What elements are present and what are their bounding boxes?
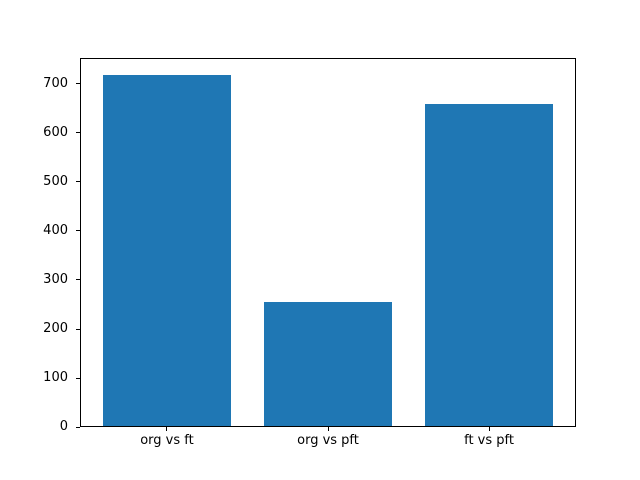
y-tick-label: 100 <box>43 370 68 386</box>
y-tick-label: 700 <box>43 75 68 91</box>
y-tick-label: 300 <box>43 271 68 287</box>
bar-1 <box>102 75 232 428</box>
bar-3 <box>424 104 554 428</box>
y-tick-mark <box>76 132 80 134</box>
y-tick-label: 600 <box>43 124 68 140</box>
y-tick-label: 400 <box>43 222 68 238</box>
y-tick-mark <box>76 426 80 428</box>
y-tick-mark <box>76 230 80 232</box>
bar-2 <box>263 301 393 428</box>
y-tick-mark <box>76 83 80 85</box>
x-tick-label-3: ft vs pft <box>464 433 514 448</box>
x-tick-mark <box>327 427 329 432</box>
y-tick-mark <box>76 181 80 183</box>
plot-area <box>80 58 576 428</box>
y-tick-mark <box>76 328 80 330</box>
y-tick-label: 200 <box>43 321 68 336</box>
x-tick-label-2: org vs pft <box>297 433 359 448</box>
y-tick-label: 500 <box>43 173 68 189</box>
y-tick-label: 0 <box>59 419 68 435</box>
x-tick-mark <box>166 427 168 432</box>
y-tick-mark <box>76 279 80 281</box>
x-tick-label-1: org vs ft <box>140 433 194 448</box>
y-tick-mark <box>76 377 80 379</box>
x-tick-mark <box>488 427 490 432</box>
